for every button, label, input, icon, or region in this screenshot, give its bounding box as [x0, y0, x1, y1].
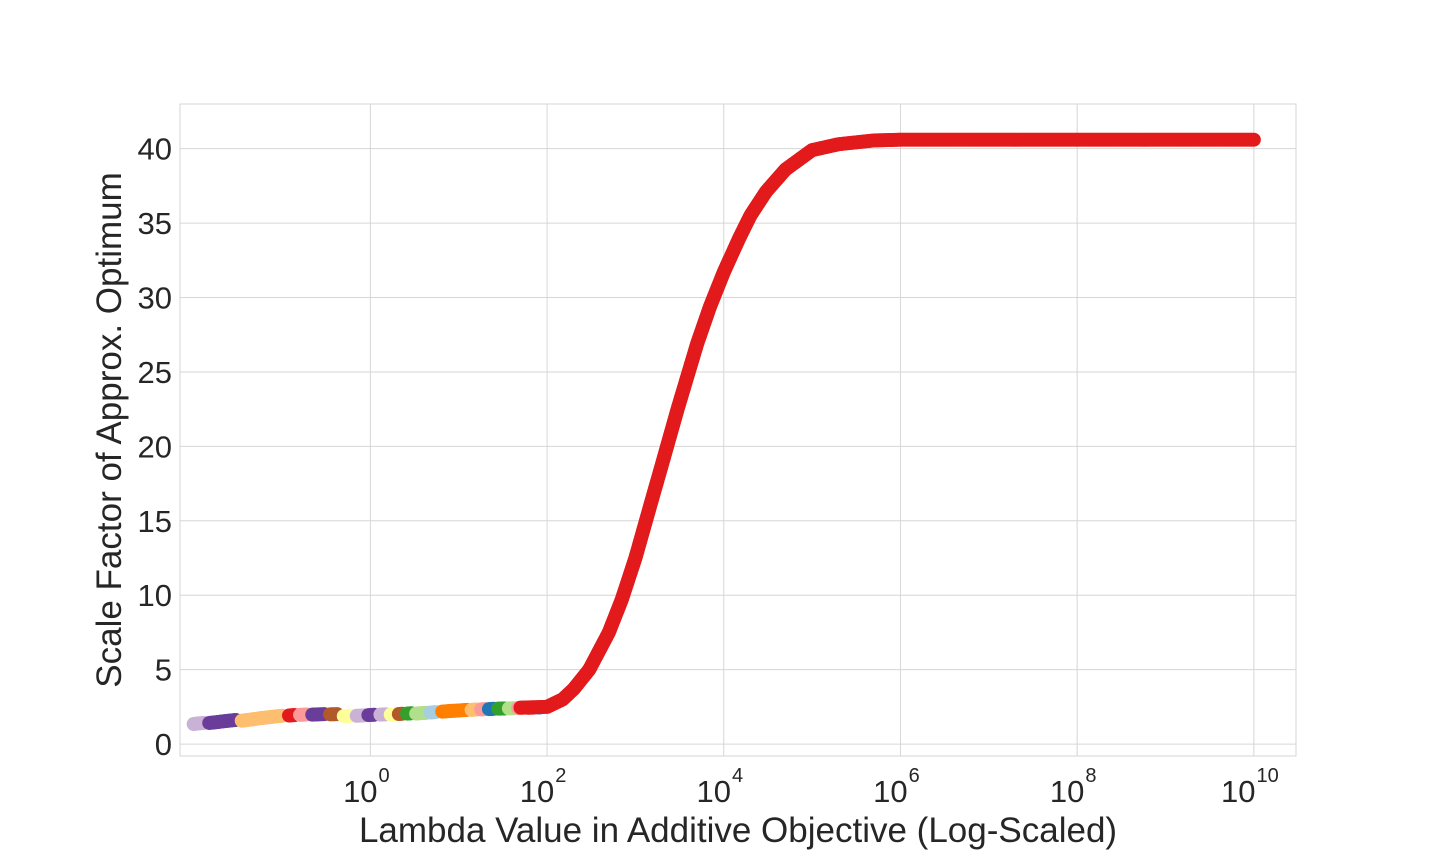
x-tick-label: 104 — [696, 765, 743, 809]
y-tick-label: 40 — [138, 132, 172, 167]
x-tick-exponent: 8 — [1085, 765, 1096, 787]
y-tick-label: 10 — [138, 578, 172, 613]
y-tick-label: 25 — [138, 355, 172, 390]
plot-frame — [179, 103, 1297, 757]
data-points — [186, 132, 1261, 731]
x-tick-exponent: 6 — [909, 765, 920, 787]
x-tick-exponent: 10 — [1256, 765, 1278, 787]
y-tick-label: 20 — [138, 429, 172, 464]
grid-lines — [180, 104, 1296, 756]
y-tick-label: 0 — [155, 727, 172, 762]
x-tick-label: 106 — [873, 765, 920, 809]
x-axis-title: Lambda Value in Additive Objective (Log-… — [359, 811, 1117, 850]
x-tick-label: 100 — [343, 765, 390, 809]
x-tick-label: 1010 — [1221, 765, 1279, 809]
y-tick-label: 15 — [138, 504, 172, 539]
x-tick-exponent: 4 — [732, 765, 743, 787]
y-tick-label: 35 — [138, 206, 172, 241]
x-tick-exponent: 2 — [555, 765, 566, 787]
y-axis-title: Scale Factor of Approx. Optimum — [90, 172, 129, 687]
x-tick-label: 102 — [520, 765, 567, 809]
y-tick-label: 30 — [138, 281, 172, 316]
x-tick-label: 108 — [1050, 765, 1097, 809]
x-tick-exponent: 0 — [379, 765, 390, 787]
y-tick-label: 5 — [155, 653, 172, 688]
x-tick-labels: 100 102 104 106 108 1010 — [343, 765, 1279, 809]
data-point — [1246, 132, 1261, 147]
y-tick-labels: 0 5 10 15 20 25 30 35 40 — [138, 132, 172, 762]
